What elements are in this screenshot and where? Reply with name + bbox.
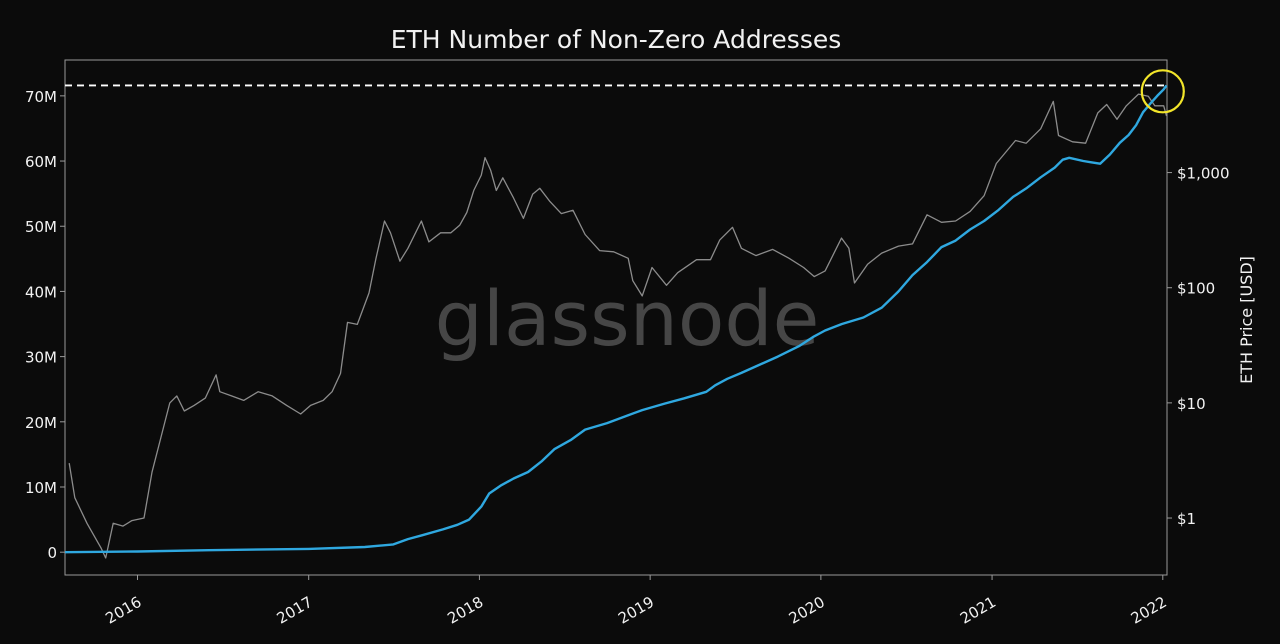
left-tick-label: 70M bbox=[25, 88, 57, 106]
plot-frame bbox=[64, 59, 1168, 576]
right-axis-label: ETH Price [USD] bbox=[1237, 256, 1256, 384]
left-tick-label: 10M bbox=[25, 479, 57, 497]
plot-border bbox=[64, 59, 1168, 576]
eth-price-line bbox=[68, 93, 1168, 559]
non-zero-addresses-line bbox=[64, 84, 1168, 554]
glassnode-watermark: glassnode bbox=[435, 274, 820, 363]
right-tick-label: $10 bbox=[1177, 395, 1206, 413]
right-tick-label: $100 bbox=[1177, 280, 1215, 298]
series-layer bbox=[64, 84, 1168, 559]
left-tick-label: 40M bbox=[25, 283, 57, 301]
right-tick-label: $1,000 bbox=[1177, 165, 1230, 183]
left-tick-label: 30M bbox=[25, 349, 57, 367]
left-y-axis: 0 10M 20M 30M 40M 50M 60M 70M bbox=[25, 88, 65, 562]
left-tick-label: 50M bbox=[25, 218, 57, 236]
left-tick-label: 20M bbox=[25, 414, 57, 432]
left-tick-label: 0 bbox=[47, 544, 57, 562]
annotation-layer bbox=[65, 69, 1185, 114]
right-y-axis: $1 $10 $100 $1,000 bbox=[1167, 165, 1230, 528]
left-tick-label: 60M bbox=[25, 153, 57, 171]
right-tick-label: $1 bbox=[1177, 510, 1196, 528]
highlight-circle bbox=[1140, 69, 1185, 114]
chart-title: ETH Number of Non-Zero Addresses bbox=[391, 25, 842, 54]
